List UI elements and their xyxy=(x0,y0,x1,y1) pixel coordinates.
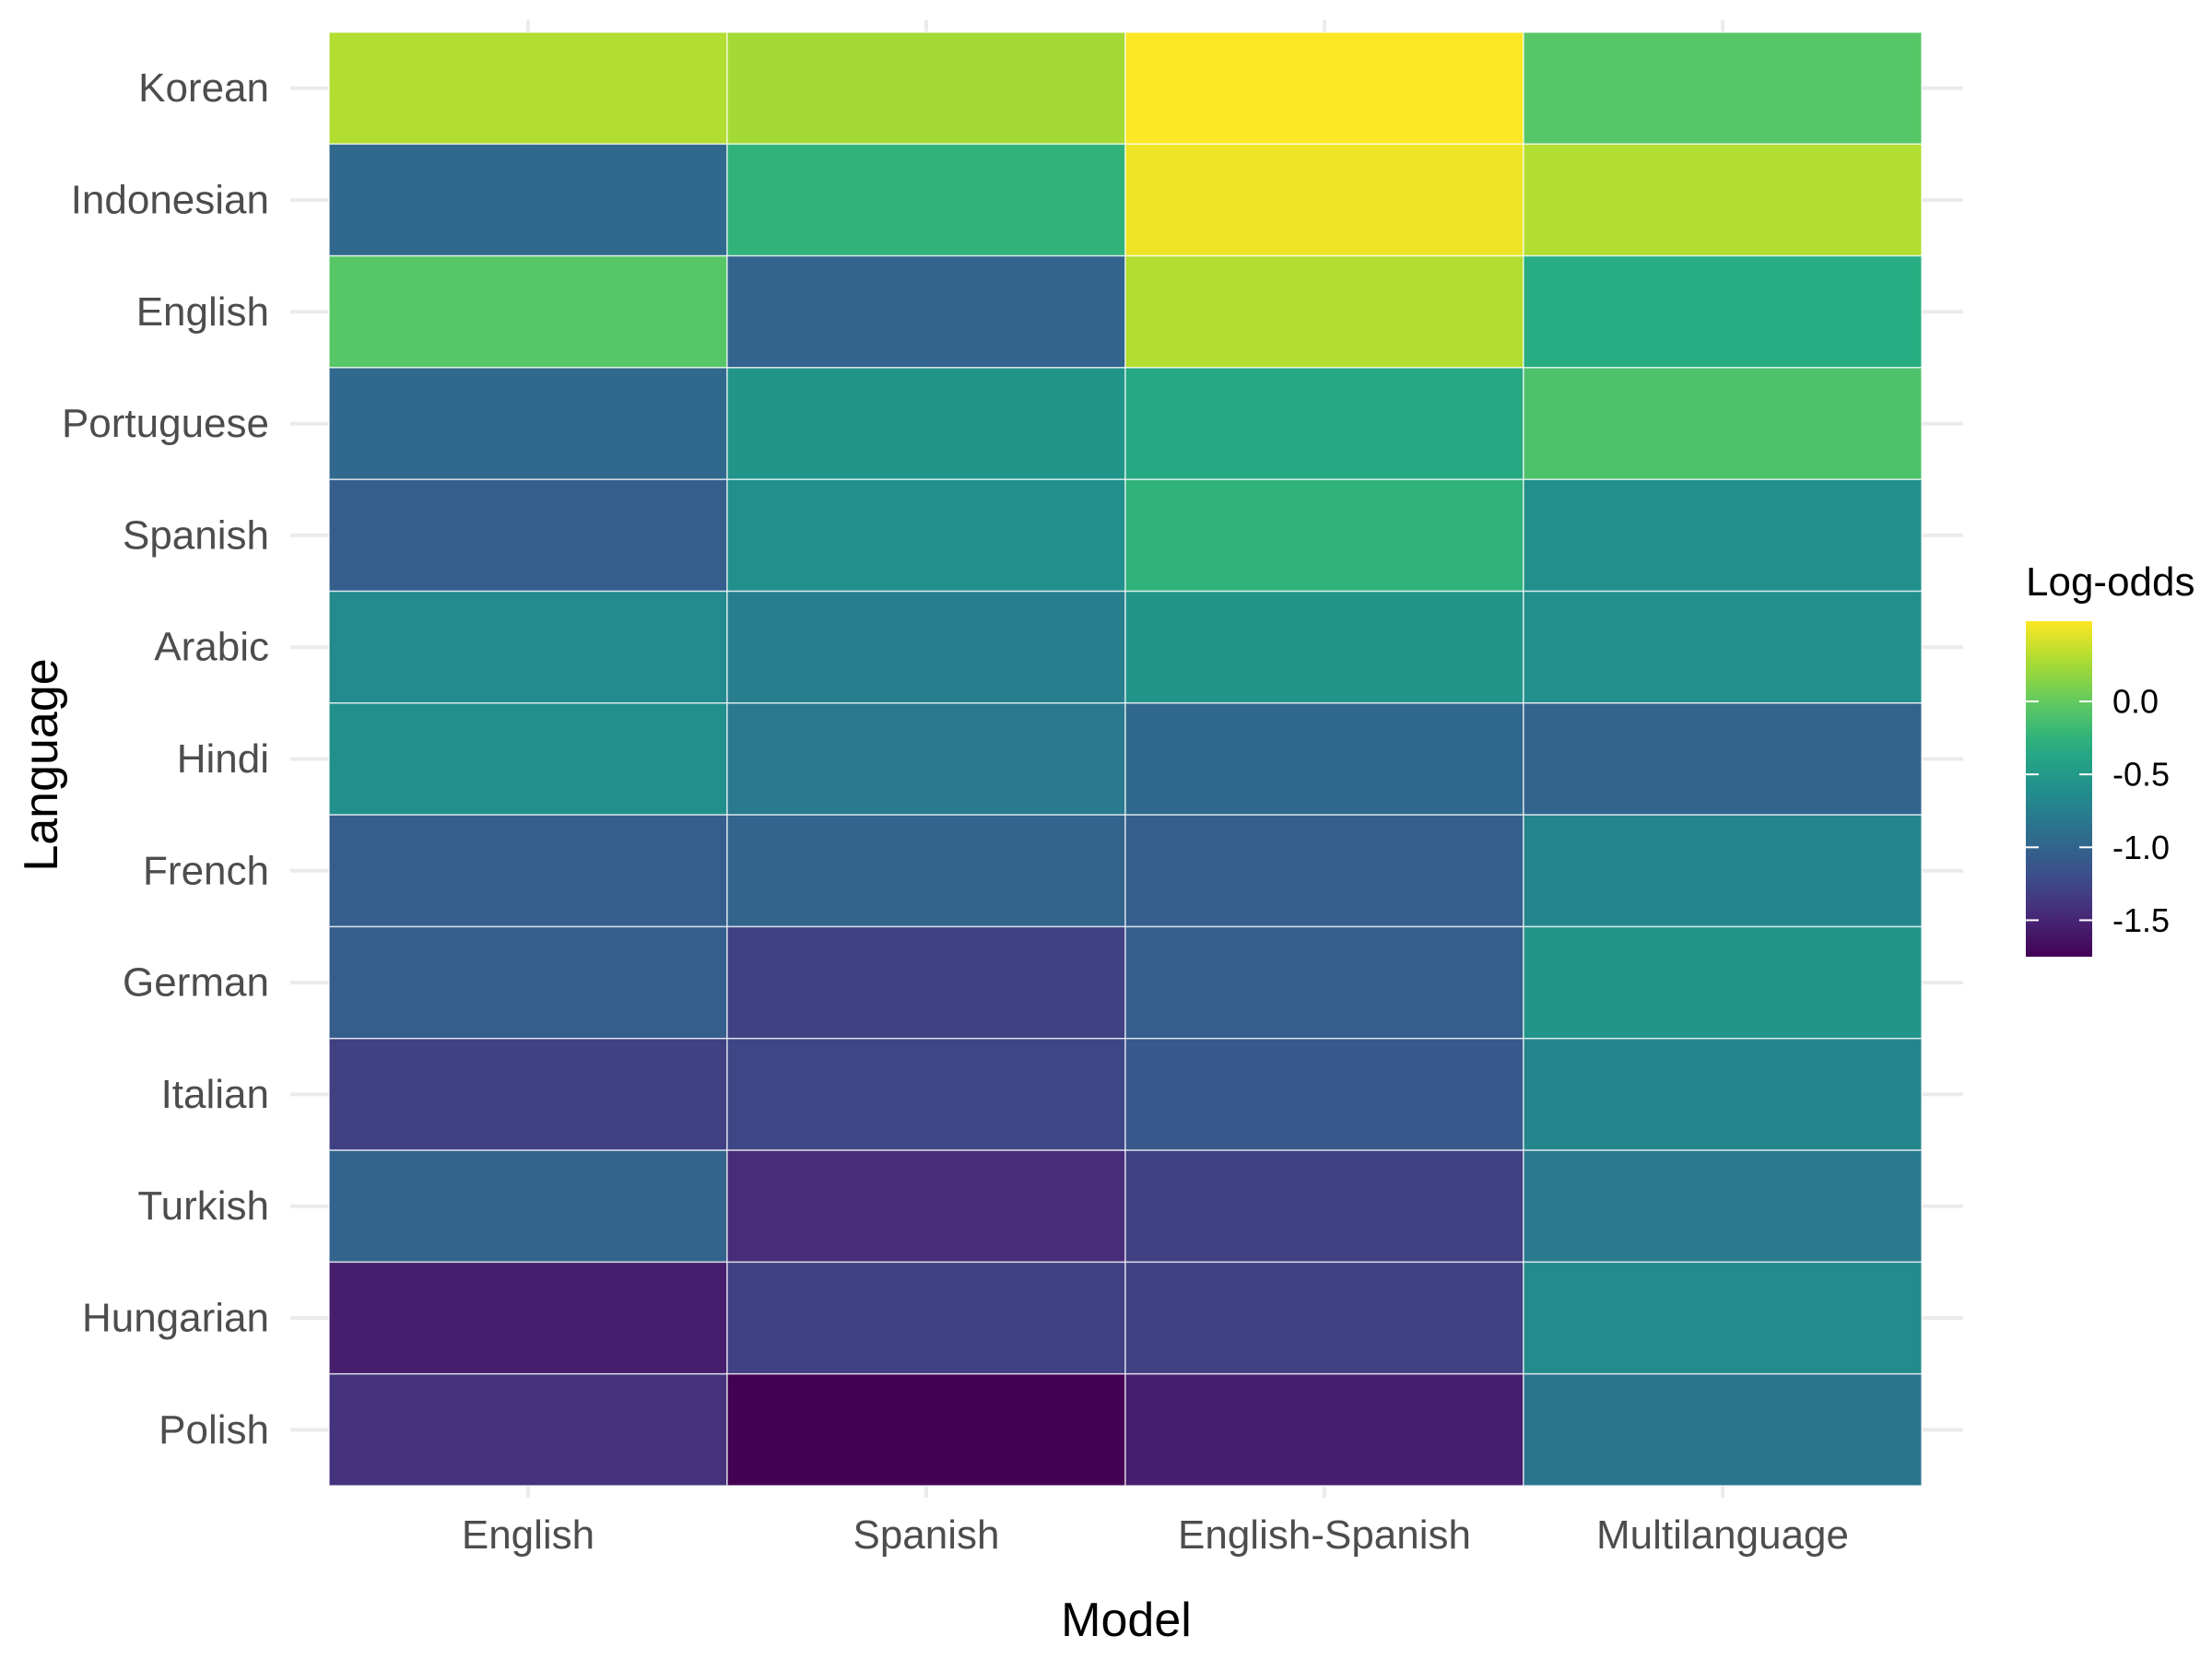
legend: Log-odds 0.0 -0.5 -1.0 -1.5 xyxy=(2026,559,2194,957)
cell-turkish-english xyxy=(328,1149,728,1264)
cell-english-english-spanish xyxy=(1124,254,1524,369)
y-tick-label-hungarian: Hungarian xyxy=(82,1296,269,1341)
cell-hindi-spanish xyxy=(726,702,1126,816)
cell-turkish-english-spanish xyxy=(1124,1149,1524,1264)
cell-french-multilanguage xyxy=(1523,814,1923,928)
cell-english-multilanguage xyxy=(1523,254,1923,369)
cell-german-english-spanish xyxy=(1124,925,1524,1040)
cell-indonesian-english xyxy=(328,143,728,257)
heatmap-cells xyxy=(328,31,1923,1487)
legend-colorbar xyxy=(2026,621,2092,957)
cell-arabic-multilanguage xyxy=(1523,590,1923,704)
cell-english-spanish xyxy=(726,254,1126,369)
cell-spanish-multilanguage xyxy=(1523,478,1923,593)
cell-portuguese-multilanguage xyxy=(1523,367,1923,480)
cell-turkish-spanish xyxy=(726,1149,1126,1264)
cell-indonesian-english-spanish xyxy=(1124,143,1524,257)
cell-italian-english xyxy=(328,1038,728,1151)
x-tick-label-english-spanish: English-Spanish xyxy=(1178,1512,1471,1558)
cell-portuguese-english-spanish xyxy=(1124,367,1524,480)
y-tick-label-korean: Korean xyxy=(138,65,269,111)
legend-ticks: 0.0 -0.5 -1.0 -1.5 xyxy=(2026,683,2170,939)
cell-french-english xyxy=(328,814,728,928)
cell-english-english xyxy=(328,254,728,369)
cell-french-spanish xyxy=(726,814,1126,928)
y-tick-label-arabic: Arabic xyxy=(154,625,269,670)
legend-tick-label: -1.5 xyxy=(2112,901,2170,939)
cell-indonesian-spanish xyxy=(726,143,1126,257)
x-axis-ticks: English Spanish English-Spanish Multilangua… xyxy=(462,1512,1849,1558)
legend-title: Log-odds xyxy=(2026,559,2194,605)
cell-spanish-spanish xyxy=(726,478,1126,593)
cell-polish-spanish xyxy=(726,1372,1126,1487)
cell-hungarian-english-spanish xyxy=(1124,1261,1524,1375)
y-tick-label-portuguese: Portuguese xyxy=(62,401,269,446)
y-tick-label-french: French xyxy=(143,848,269,893)
cell-polish-multilanguage xyxy=(1523,1372,1923,1487)
cell-italian-multilanguage xyxy=(1523,1038,1923,1151)
cell-french-english-spanish xyxy=(1124,814,1524,928)
cell-korean-spanish xyxy=(726,31,1126,146)
x-tick-label-spanish: Spanish xyxy=(853,1512,999,1558)
cell-german-english xyxy=(328,925,728,1040)
cell-hindi-english xyxy=(328,702,728,816)
cell-hindi-multilanguage xyxy=(1523,702,1923,816)
cell-portuguese-spanish xyxy=(726,367,1126,480)
y-tick-label-italian: Italian xyxy=(161,1072,269,1117)
cell-indonesian-multilanguage xyxy=(1523,143,1923,257)
cell-korean-multilanguage xyxy=(1523,31,1923,146)
legend-tick-label: -0.5 xyxy=(2112,756,2170,794)
cell-korean-english xyxy=(328,31,728,146)
y-axis-title: Language xyxy=(15,658,68,871)
cell-turkish-multilanguage xyxy=(1523,1149,1923,1264)
cell-arabic-english-spanish xyxy=(1124,590,1524,704)
cell-polish-english-spanish xyxy=(1124,1372,1524,1487)
cell-korean-english-spanish xyxy=(1124,31,1524,146)
x-tick-label-english: English xyxy=(462,1512,594,1558)
cell-polish-english xyxy=(328,1372,728,1487)
cell-italian-english-spanish xyxy=(1124,1038,1524,1151)
x-tick-label-multilanguage: Multilanguage xyxy=(1596,1512,1849,1558)
y-tick-label-english: English xyxy=(136,289,269,335)
legend-tick-label: -1.0 xyxy=(2112,829,2170,866)
cell-german-multilanguage xyxy=(1523,925,1923,1040)
y-axis-ticks: Korean Indonesian English Portuguese Spanish… xyxy=(62,65,269,1453)
cell-hungarian-english xyxy=(328,1261,728,1375)
cell-hungarian-spanish xyxy=(726,1261,1126,1375)
legend-tick-label: 0.0 xyxy=(2112,683,2159,721)
cell-spanish-english xyxy=(328,478,728,593)
cell-arabic-spanish xyxy=(726,590,1126,704)
cell-hindi-english-spanish xyxy=(1124,702,1524,816)
cell-portuguese-english xyxy=(328,367,728,480)
y-tick-label-spanish: Spanish xyxy=(123,512,269,558)
y-tick-label-polish: Polish xyxy=(159,1407,269,1453)
y-tick-label-german: German xyxy=(123,960,269,1006)
cell-spanish-english-spanish xyxy=(1124,478,1524,593)
cell-hungarian-multilanguage xyxy=(1523,1261,1923,1375)
y-tick-label-turkish: Turkish xyxy=(137,1183,269,1229)
cell-italian-spanish xyxy=(726,1038,1126,1151)
cell-german-spanish xyxy=(726,925,1126,1040)
y-tick-label-indonesian: Indonesian xyxy=(71,177,269,222)
x-axis-title: Model xyxy=(1061,1594,1192,1647)
cell-arabic-english xyxy=(328,590,728,704)
y-tick-label-hindi: Hindi xyxy=(177,736,269,782)
